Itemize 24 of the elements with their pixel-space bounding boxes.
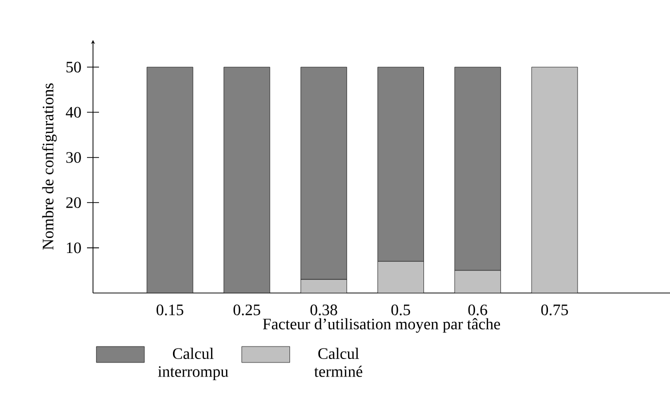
bar [146,66,194,293]
x-tick-label: 0.15 [156,304,184,316]
y-tick-label: 30 [66,152,81,163]
bar [454,66,501,271]
x-axis-title: Facteur d’utilisation moyen par tâche [262,318,500,333]
bar [531,66,578,293]
x-tick-label: 0.38 [310,304,338,316]
y-tick-label: 20 [66,197,81,208]
bar [300,279,347,293]
bar [224,66,270,293]
bar [378,66,424,262]
y-tick-label: 50 [66,62,81,72]
bar [300,66,348,280]
x-tick-label: 0.75 [541,304,568,316]
x-tick-label: 0.6 [468,304,488,316]
y-tick-label: 40 [66,106,81,118]
legend-label: Calcul interrompu [158,348,228,380]
bar [378,261,424,293]
bar [454,270,501,293]
x-tick-label: 0.5 [391,304,410,316]
y-tick-label: 10 [66,242,81,254]
x-tick-label: 0.25 [234,304,260,316]
legend-label: Calcul terminé [314,348,362,377]
y-axis-title: Nombre de configurations [42,83,57,250]
